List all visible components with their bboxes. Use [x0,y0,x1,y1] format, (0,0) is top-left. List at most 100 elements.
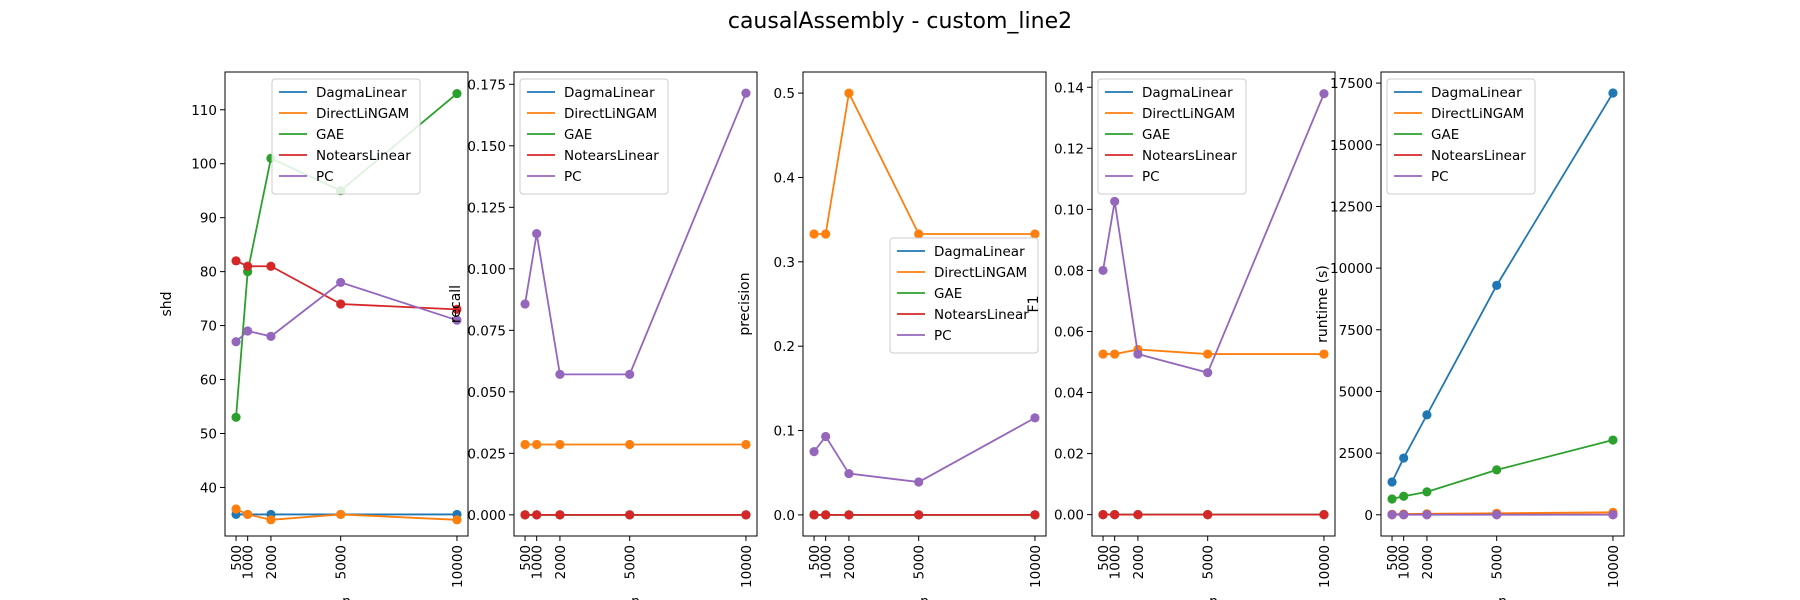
data-point-NotearsLinear-10000 [1319,510,1329,520]
y-tick-label: 0.4 [774,170,795,186]
y-tick-label: 80 [200,265,217,281]
data-point-GAE-10000 [452,88,462,99]
legend-label-GAE: GAE [564,127,592,143]
legend: DagmaLinear DirectLiNGAM GAE NotearsLinear P… [1386,78,1536,195]
legend-box [1386,78,1536,195]
y-tick-label: 5000 [1339,384,1373,400]
x-tick-label: 10000 [739,545,755,588]
legend-label-NotearsLinear: NotearsLinear [934,307,1029,323]
data-point-NotearsLinear-1000 [1110,510,1120,520]
x-axis-label: n [920,594,929,600]
legend-label-PC: PC [934,328,952,344]
data-point-NotearsLinear-500 [1098,510,1108,520]
y-tick-label: 0.2 [774,339,795,355]
legend-box [889,237,1039,354]
y-axis-label: shd [159,291,175,316]
legend-label-GAE: GAE [316,127,344,143]
y-tick-label: 0.00 [1054,508,1084,524]
data-point-NotearsLinear-1000 [821,510,831,520]
data-point-NotearsLinear-500 [520,510,530,520]
subplot-2: 0.000 0.025 0.050 0.075 0.100 0.125 0.150 0.175… [448,71,758,600]
data-point-PC-1000 [821,431,831,442]
x-tick-label: 500 [229,545,245,571]
x-tick-label: 10000 [1317,545,1333,588]
y-tick-label: 100 [191,157,217,173]
legend-label-PC: PC [564,169,582,185]
x-tick-label: 1000 [530,545,546,579]
data-point-PC-2000 [266,331,276,341]
legend-label-DagmaLinear: DagmaLinear [1142,85,1233,101]
y-tick-label: 12500 [1330,199,1373,215]
legend: DagmaLinear DirectLiNGAM GAE NotearsLinear P… [889,237,1039,354]
y-tick-label: 0 [1364,508,1373,524]
data-point-DirectLiNGAM-500 [1098,349,1108,359]
legend-label-NotearsLinear: NotearsLinear [1431,148,1526,164]
x-tick-label: 1000 [1397,545,1413,579]
legend-label-GAE: GAE [1142,127,1170,143]
y-tick-label: 0.175 [467,77,506,93]
y-tick-label: 15000 [1330,138,1373,154]
x-axis-label: n [1498,594,1507,600]
data-point-PC-5000 [625,369,635,379]
x-axis-label: n [342,594,351,600]
x-tick-label: 1000 [1108,545,1124,579]
data-point-DirectLiNGAM-1000 [821,229,831,239]
data-point-NotearsLinear-5000 [625,510,635,520]
data-point-PC-500 [1387,510,1397,520]
legend-label-DagmaLinear: DagmaLinear [564,85,655,101]
data-point-PC-10000 [1030,413,1040,423]
legend-label-DirectLiNGAM: DirectLiNGAM [564,106,657,122]
data-point-DirectLiNGAM-1000 [532,439,542,450]
data-point-PC-10000 [1319,89,1329,99]
y-tick-label: 0.0 [774,508,795,524]
data-point-DirectLiNGAM-500 [520,439,530,450]
x-tick-label: 2000 [553,545,569,579]
data-point-DirectLiNGAM-5000 [914,229,924,239]
data-point-DagmaLinear-2000 [1422,410,1432,420]
figure-title: causalAssembly - custom_line2 [728,9,1072,34]
x-tick-label: 500 [518,545,534,571]
x-tick-label: 5000 [1201,545,1217,579]
legend-label-DirectLiNGAM: DirectLiNGAM [316,106,409,122]
y-tick-label: 17500 [1330,76,1373,92]
x-tick-label: 5000 [912,545,928,579]
x-tick-label: 500 [1385,545,1401,571]
x-tick-label: 10000 [1606,545,1622,588]
y-axis-label: runtime (s) [1315,265,1331,343]
data-point-PC-10000 [1608,510,1618,520]
data-point-NotearsLinear-5000 [336,299,346,309]
y-axis-label: recall [448,285,464,323]
data-point-GAE-10000 [1608,435,1618,445]
axes-frame [1380,71,1625,537]
x-tick-label: 5000 [1490,545,1506,579]
legend-label-DirectLiNGAM: DirectLiNGAM [1142,106,1235,122]
data-point-NotearsLinear-5000 [914,510,924,520]
data-point-DagmaLinear-5000 [1492,280,1502,290]
axes-frame [1091,71,1336,537]
y-tick-label: 0.04 [1054,386,1084,402]
data-point-PC-5000 [1203,368,1213,378]
data-point-NotearsLinear-5000 [1203,510,1213,520]
legend-label-GAE: GAE [934,286,962,302]
x-axis-label: n [631,594,640,600]
x-tick-label: 2000 [842,545,858,579]
legend-box [1097,78,1247,195]
x-tick-label: 500 [1096,545,1112,571]
data-point-PC-1000 [1399,510,1409,520]
data-point-GAE-5000 [1492,465,1502,475]
axes-frame [224,71,469,537]
y-tick-label: 0.100 [467,262,506,278]
data-point-DirectLiNGAM-500 [231,504,241,514]
y-tick-label: 0.150 [467,139,506,155]
data-point-DirectLiNGAM-10000 [741,439,751,450]
data-point-GAE-500 [1387,494,1397,504]
x-tick-label: 2000 [264,545,280,579]
y-tick-label: 70 [200,319,217,335]
data-point-DirectLiNGAM-1000 [1110,349,1120,359]
axes-frame [802,71,1047,537]
y-tick-label: 0.025 [467,446,506,462]
data-point-PC-500 [520,299,530,309]
